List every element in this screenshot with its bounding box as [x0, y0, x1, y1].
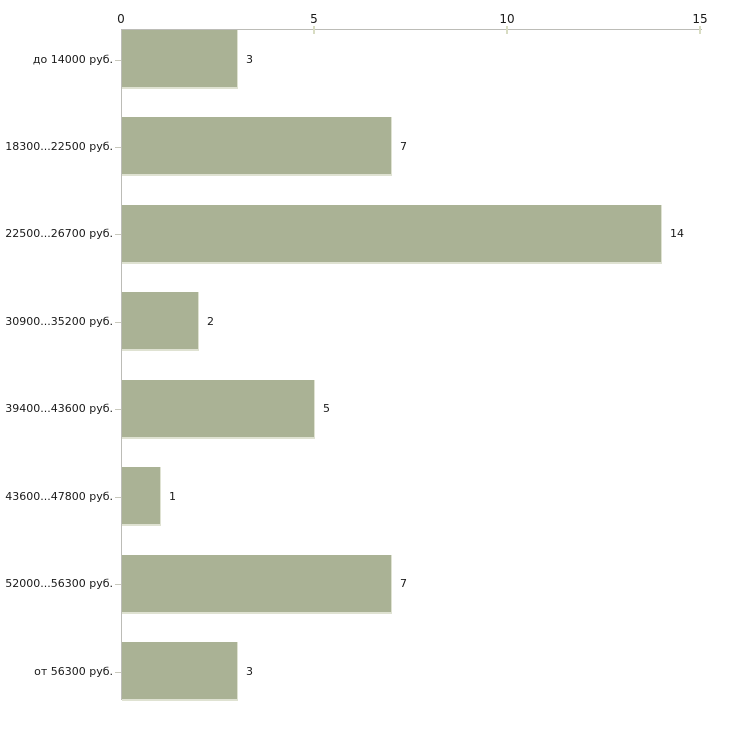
x-axis-line: [121, 29, 702, 30]
category-tick-mark: [115, 147, 121, 148]
x-tick-label: 10: [499, 12, 515, 26]
category-label: 18300...22500 руб.: [5, 139, 113, 153]
x-tick-mark: [313, 26, 315, 34]
value-label: 7: [400, 139, 407, 153]
category-label: от 56300 руб.: [34, 664, 113, 678]
category-tick-mark: [115, 672, 121, 673]
bar: [122, 205, 662, 264]
x-tick-mark: [699, 26, 701, 34]
bar: [122, 30, 238, 89]
category-tick-mark: [115, 497, 121, 498]
value-label: 1: [169, 489, 176, 503]
value-label: 7: [400, 577, 407, 591]
x-tick-label: 15: [692, 12, 708, 26]
value-label: 14: [670, 227, 684, 241]
category-label: 52000...56300 руб.: [5, 577, 113, 591]
bar: [122, 380, 315, 439]
category-label: до 14000 руб.: [32, 52, 113, 66]
bar: [122, 555, 392, 614]
category-label: 30900...35200 руб.: [5, 314, 113, 328]
x-tick-label: 5: [310, 12, 318, 26]
bar: [122, 117, 392, 176]
category-tick-mark: [115, 322, 121, 323]
x-tick-mark: [506, 26, 508, 34]
bar: [122, 292, 199, 351]
value-label: 5: [323, 402, 330, 416]
value-label: 3: [246, 664, 253, 678]
bar: [122, 642, 238, 701]
y-axis-line: [121, 29, 122, 700]
category-tick-mark: [115, 60, 121, 61]
category-label: 22500...26700 руб.: [5, 227, 113, 241]
value-label: 2: [207, 314, 214, 328]
x-tick-label: 0: [117, 12, 125, 26]
bar: [122, 467, 161, 526]
category-tick-mark: [115, 409, 121, 410]
category-label: 43600...47800 руб.: [5, 489, 113, 503]
category-label: 39400...43600 руб.: [5, 402, 113, 416]
category-tick-mark: [115, 584, 121, 585]
value-label: 3: [246, 52, 253, 66]
category-tick-mark: [115, 234, 121, 235]
